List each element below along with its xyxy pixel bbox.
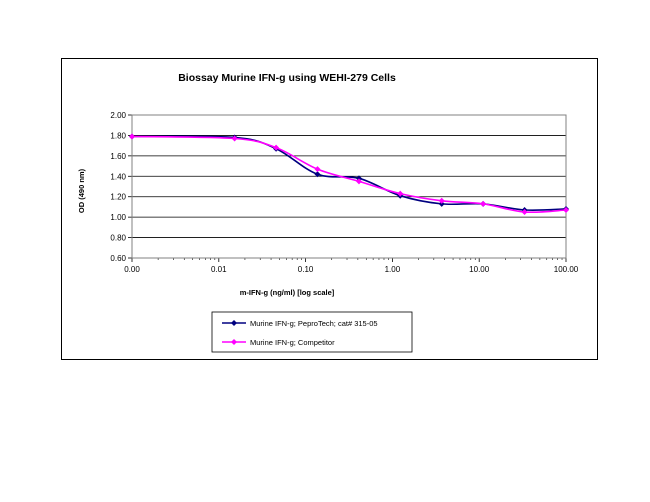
y-tick-labels: 0.60 0.80 1.00 1.20 1.40 1.60 1.80 2.00: [110, 111, 126, 263]
chart-area: Biossay Murine IFN-g using WEHI-279 Cell…: [61, 58, 598, 360]
series-2-point: [129, 133, 135, 140]
plot-area-border: [131, 114, 567, 259]
y-tick-label: 1.80: [110, 131, 126, 140]
series-2-point: [273, 144, 280, 151]
legend-swatch-marker: [231, 339, 237, 345]
series-1-point: [314, 171, 321, 178]
x-tick-label: 100.00: [554, 265, 579, 274]
series-line-1: [131, 135, 567, 212]
chart-svg: Biossay Murine IFN-g using WEHI-279 Cell…: [77, 72, 579, 353]
x-tick-label: 1.00: [385, 265, 401, 274]
x-tick-label: 10.00: [469, 265, 490, 274]
series-line-2: [131, 135, 567, 214]
y-tick-label: 1.60: [110, 152, 126, 161]
y-tick-label: 2.00: [110, 111, 126, 120]
x-tick-labels: 0.00 0.01 0.10 1.00 10.00 100.00: [124, 265, 579, 274]
x-tick-label: 0.10: [298, 265, 314, 274]
y-tick-label: 0.60: [110, 254, 126, 263]
y-tick-label: 0.80: [110, 234, 126, 243]
series-2-point: [231, 135, 238, 142]
x-axis-label: m-IFN-g (ng/ml) [log scale]: [240, 288, 335, 297]
series-2-point: [397, 190, 404, 197]
series-2-point: [563, 206, 569, 213]
series-1-point: [438, 200, 445, 207]
x-tick-label: 0.00: [124, 265, 140, 274]
y-axis-label: OD (490 nm): [77, 168, 86, 213]
legend-swatch-marker: [231, 320, 237, 326]
chart-title: Biossay Murine IFN-g using WEHI-279 Cell…: [178, 72, 396, 84]
series-2-point: [314, 166, 321, 173]
legend: Murine IFN-g; PeproTech; cat# 315-05 Muri…: [211, 311, 413, 353]
y-tick-label: 1.20: [110, 193, 126, 202]
series-2-point: [480, 200, 487, 207]
x-tick-label: 0.01: [211, 265, 227, 274]
series-2-point: [355, 178, 362, 185]
legend-entry-label: Murine IFN-g; Competitor: [250, 338, 335, 347]
y-tick-label: 1.40: [110, 172, 126, 181]
legend-entry-label: Murine IFN-g; PeproTech; cat# 315-05: [250, 319, 378, 328]
y-tick-label: 1.00: [110, 213, 126, 222]
series-2-point: [521, 209, 528, 216]
series-2-point: [438, 197, 445, 204]
series-1-point: [355, 175, 362, 182]
series-layer: [129, 133, 569, 216]
legend-box: [211, 311, 413, 353]
